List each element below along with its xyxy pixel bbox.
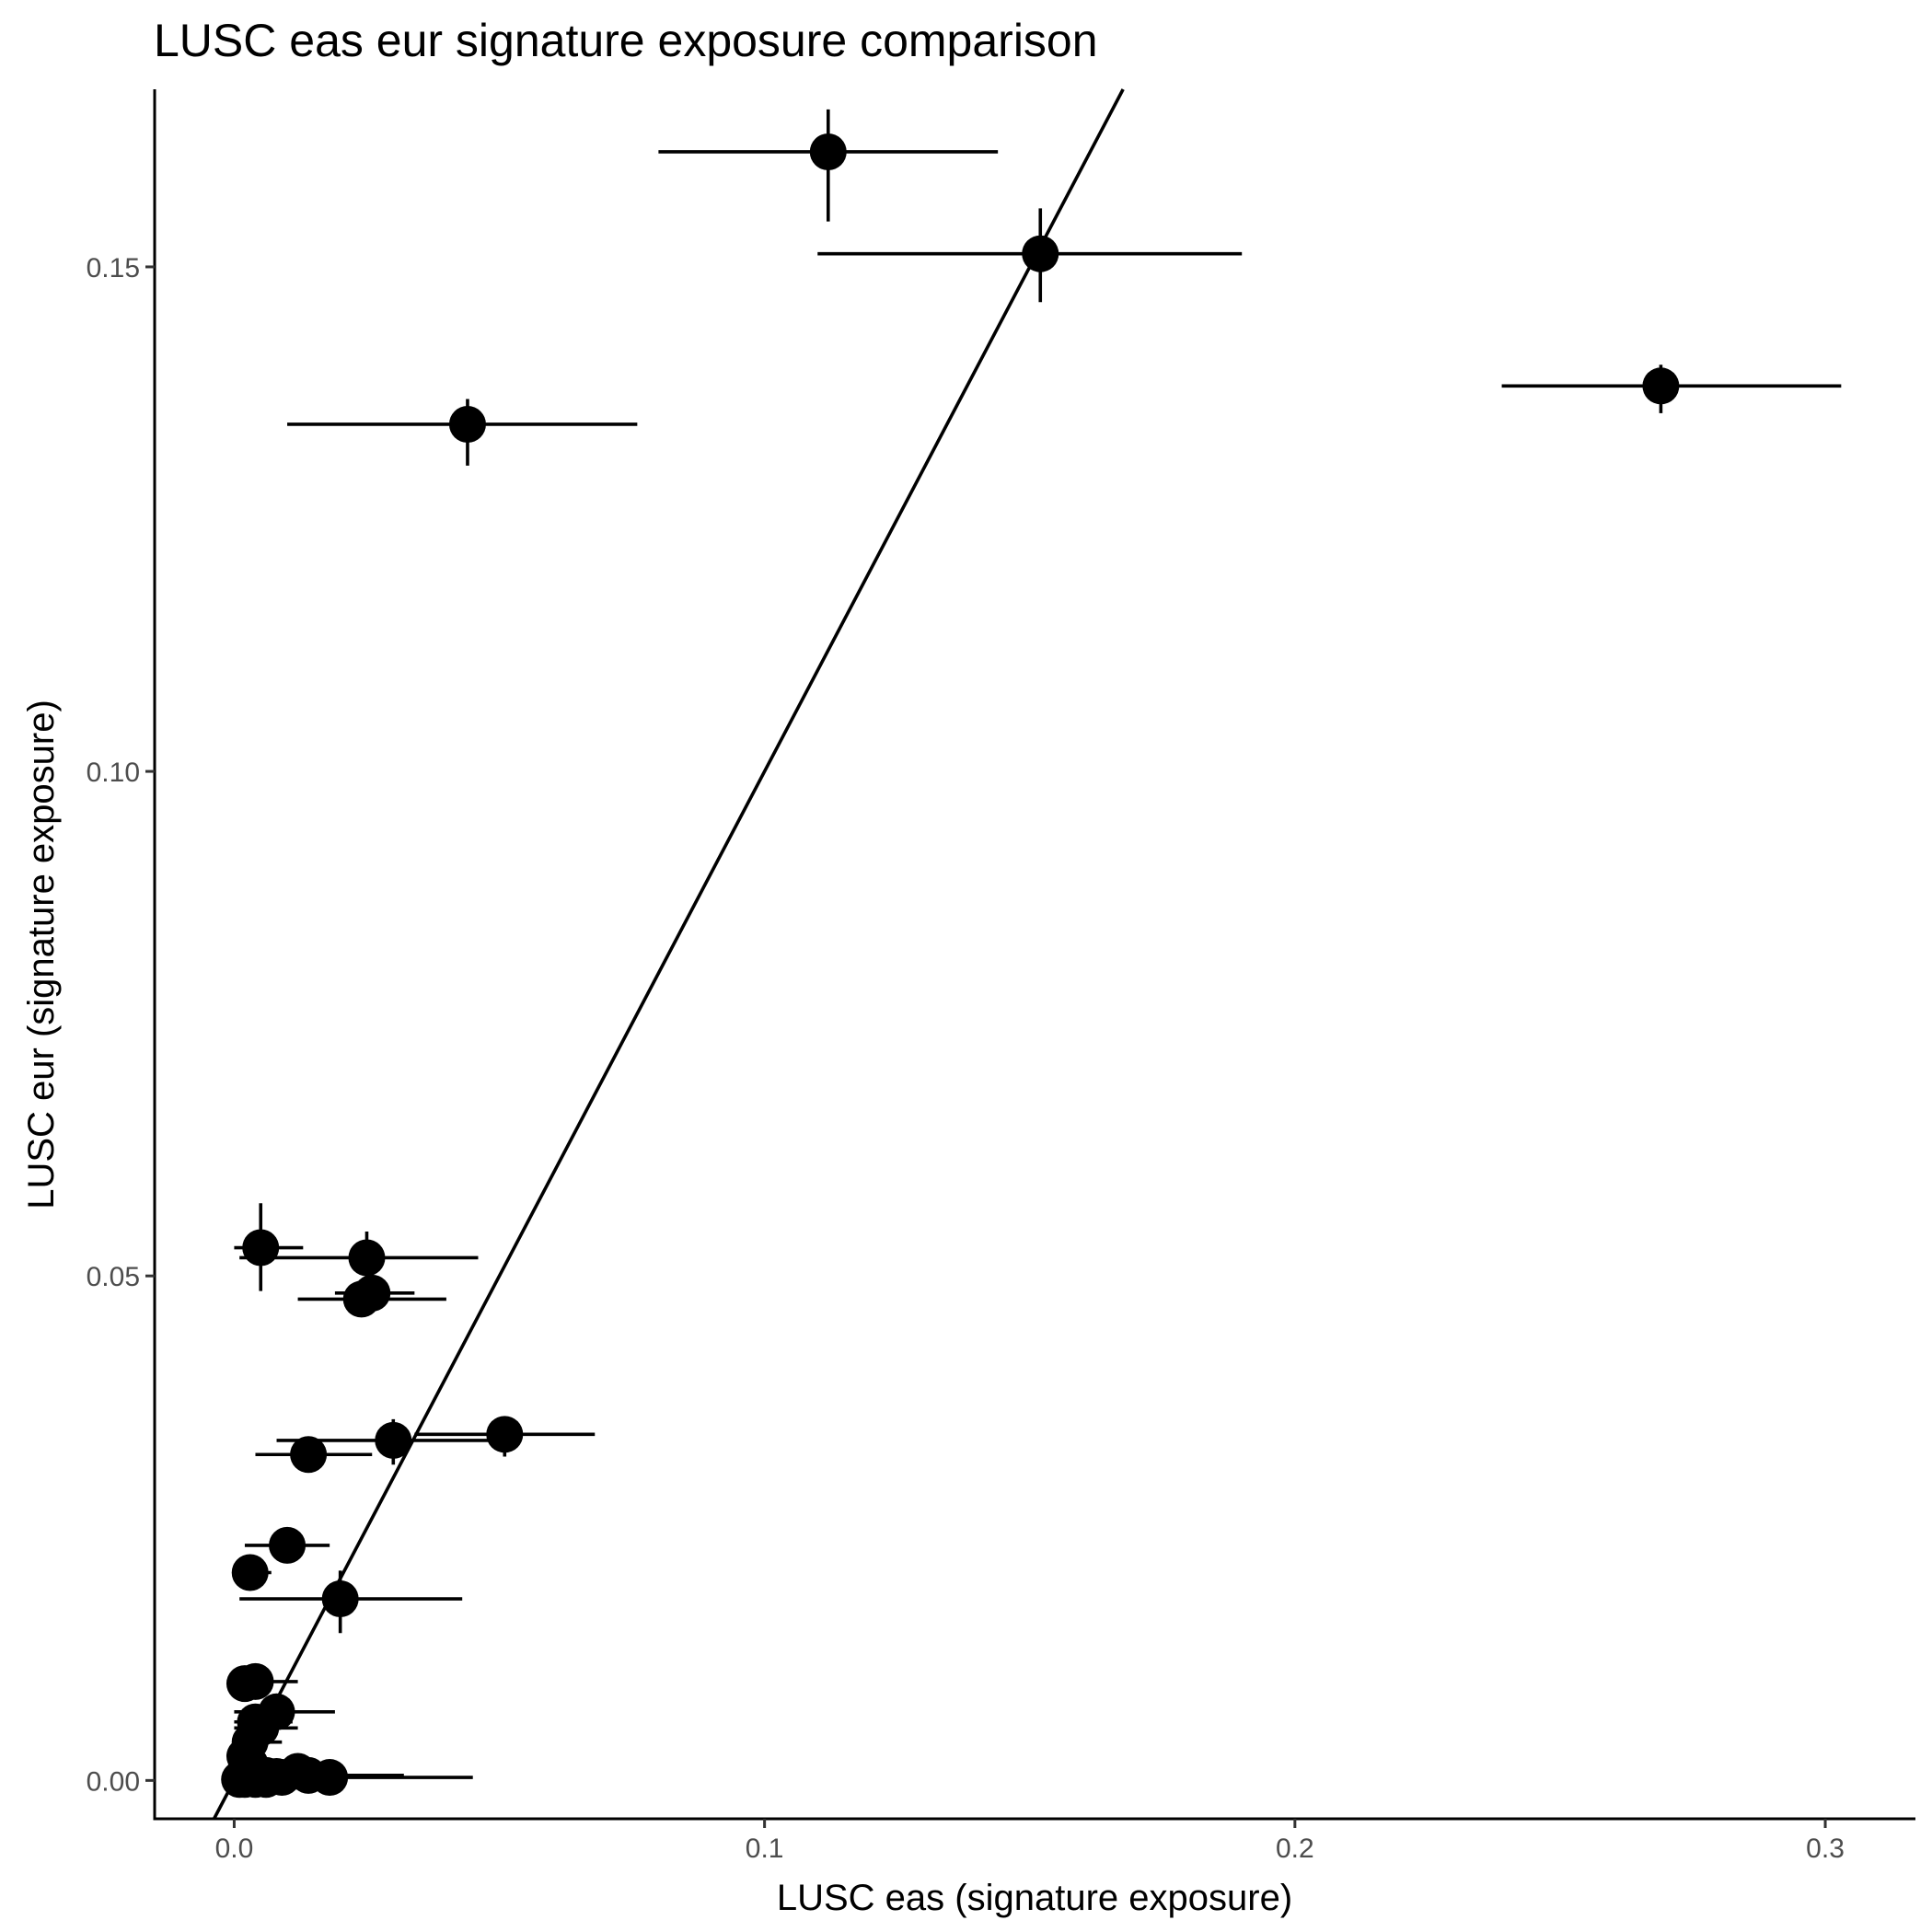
y-axis-title: LUSC eur (signature exposure) xyxy=(21,700,62,1209)
x-tick-label: 0.3 xyxy=(1806,1834,1845,1864)
data-point xyxy=(321,1580,359,1618)
y-tick-label: 0.15 xyxy=(87,253,140,283)
data-point xyxy=(226,1665,263,1703)
x-ticks-layer: 0.0 0.1 0.2 0.3 xyxy=(215,1819,1845,1864)
x-tick-label: 0.0 xyxy=(215,1834,254,1864)
chart-title: LUSC eas eur signature exposure comparis… xyxy=(154,15,1098,66)
points-layer xyxy=(221,133,1680,1799)
data-point xyxy=(242,1229,280,1267)
data-point xyxy=(448,405,486,443)
x-tick-label: 0.2 xyxy=(1276,1834,1314,1864)
data-point xyxy=(1022,235,1059,272)
data-point xyxy=(290,1436,328,1474)
y-ticks-layer: 0.00 0.05 0.10 0.15 xyxy=(87,253,155,1797)
data-point xyxy=(342,1280,380,1318)
data-point xyxy=(231,1554,269,1591)
data-point xyxy=(1642,367,1680,405)
data-point xyxy=(290,1756,328,1794)
y-tick-label: 0.10 xyxy=(87,758,140,788)
data-point xyxy=(486,1416,524,1453)
y-tick-label: 0.00 xyxy=(87,1766,140,1797)
x-axis-title: LUSC eas (signature exposure) xyxy=(777,1878,1292,1918)
identity-reference-line xyxy=(212,88,1125,1820)
data-point xyxy=(221,1761,259,1799)
data-point xyxy=(269,1526,307,1564)
data-point xyxy=(809,133,847,170)
data-point xyxy=(375,1421,412,1459)
identity-line-layer xyxy=(212,88,1125,1820)
data-point xyxy=(348,1239,386,1277)
error-bars-layer xyxy=(234,109,1842,1782)
x-tick-label: 0.1 xyxy=(746,1834,784,1864)
axes-layer xyxy=(153,89,1915,1821)
y-tick-label: 0.05 xyxy=(87,1262,140,1292)
